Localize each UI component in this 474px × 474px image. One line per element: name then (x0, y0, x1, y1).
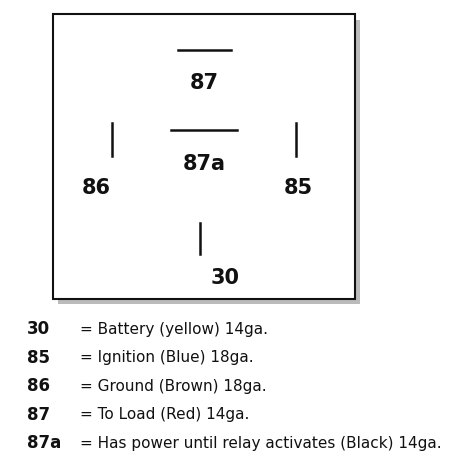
Bar (53, 14, 355, 299)
Text: 87: 87 (27, 406, 50, 424)
Text: 87: 87 (190, 73, 219, 93)
Text: 85: 85 (27, 349, 49, 367)
Text: 86: 86 (27, 377, 49, 395)
Text: = Ignition (Blue) 18ga.: = Ignition (Blue) 18ga. (80, 350, 253, 365)
Text: 30: 30 (27, 320, 50, 338)
Text: 86: 86 (82, 178, 110, 198)
Text: = To Load (Red) 14ga.: = To Load (Red) 14ga. (80, 407, 249, 422)
Text: = Battery (yellow) 14ga.: = Battery (yellow) 14ga. (80, 322, 268, 337)
Bar (58, 20, 360, 304)
Text: 85: 85 (283, 178, 312, 198)
Text: = Ground (Brown) 18ga.: = Ground (Brown) 18ga. (80, 379, 266, 394)
Text: 87a: 87a (182, 154, 226, 174)
Text: 87a: 87a (27, 434, 61, 452)
Text: = Has power until relay activates (Black) 14ga.: = Has power until relay activates (Black… (80, 436, 441, 451)
Text: 30: 30 (210, 268, 239, 288)
